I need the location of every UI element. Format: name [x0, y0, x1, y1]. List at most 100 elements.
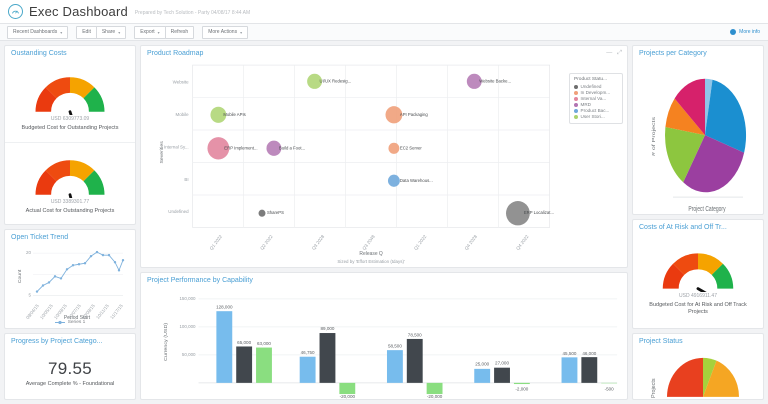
svg-text:89,000: 89,000: [321, 326, 335, 332]
svg-text:Mobile: Mobile: [175, 112, 189, 117]
project-performance-body[interactable]: 150,000 100,000 50,000 Currency (USD) 12…: [141, 286, 627, 399]
svg-text:-500: -500: [605, 386, 614, 392]
legend-marker-icon: [54, 320, 65, 325]
svg-text:-2,000: -2,000: [515, 386, 528, 392]
svg-text:45,500: 45,500: [563, 351, 577, 357]
legend-swatch: [574, 102, 578, 107]
legend-item[interactable]: Undefined: [574, 84, 618, 89]
edit-button[interactable]: Edit: [76, 25, 97, 39]
svg-text:API Packaging: API Packaging: [400, 112, 428, 117]
left-column: Oustanding Costs: [4, 45, 136, 400]
svg-text:ERP Implement...: ERP Implement...: [224, 145, 257, 150]
legend-swatch: [574, 108, 578, 113]
svg-text:09/04/15: 09/04/15: [25, 303, 40, 320]
svg-text:Website: Website: [173, 79, 189, 84]
projects-per-category-body[interactable]: # of Projects Project Category: [633, 59, 763, 214]
legend-item[interactable]: User Stori...: [574, 114, 618, 119]
gauge-value: USD 3389301.77: [50, 199, 90, 206]
svg-text:25,000: 25,000: [475, 361, 489, 367]
svg-text:Build a Foot...: Build a Foot...: [279, 145, 305, 150]
card-title-project-status: Project Status: [639, 338, 683, 345]
export-label: Export: [140, 28, 155, 35]
toolbar-group-recent: Recent Dashboards ▾: [7, 25, 69, 39]
project-status-body[interactable]: Projects: [633, 347, 763, 399]
open-ticket-trend-body[interactable]: 20 5 Count 09/04/15: [5, 243, 135, 328]
legend-swatch: [574, 84, 578, 89]
gauge-caption: Actual Cost for Outstanding Projects: [25, 208, 115, 215]
edit-label: Edit: [82, 28, 91, 35]
card-open-ticket-trend: Open Ticket Trend 20 5 Count: [4, 229, 136, 329]
roadmap-legend: Product Statu... Undefined In Developm..…: [569, 73, 623, 124]
svg-text:Data Warehous...: Data Warehous...: [400, 178, 433, 183]
card-progress-by-category: Progress by Project Catego... 79.55 Aver…: [4, 333, 136, 400]
more-actions-button[interactable]: More Actions ▾: [202, 25, 249, 39]
card-title-product-roadmap: Product Roadmap: [147, 50, 204, 57]
legend-label: MRD: [580, 102, 591, 107]
right-column: Projects per Category # of Projects: [632, 45, 764, 400]
chevron-down-icon: ▾: [60, 29, 63, 35]
share-button[interactable]: Share ▾: [95, 25, 127, 39]
gauge-actual-outstanding[interactable]: USD 3389301.77 Actual Cost for Outstandi…: [5, 141, 135, 225]
legend-item[interactable]: Product Bac...: [574, 108, 618, 113]
card-projects-per-category: Projects per Category # of Projects: [632, 45, 764, 215]
export-button[interactable]: Export ▾: [134, 25, 166, 39]
svg-text:10/05/15: 10/05/15: [39, 303, 54, 320]
at-risk-costs-body[interactable]: USD 4916911.47 Budgeted Cost for At Risk…: [633, 233, 763, 328]
gauge-value: USD 6309773.09: [50, 115, 90, 122]
kpi-value: 79.55: [47, 359, 93, 378]
middle-column: Product Roadmap — ⤢: [140, 45, 628, 400]
pie-chart: Projects: [651, 357, 739, 398]
kpi-caption: Average Complete % - Foundational: [25, 381, 115, 387]
gauge-budgeted-outstanding[interactable]: USD 6309773.09 Budgeted Cost for Outstan…: [5, 59, 135, 142]
svg-text:58,500: 58,500: [388, 343, 402, 349]
legend-label: Internal Va...: [580, 96, 607, 101]
svg-text:UI/UX Redesig...: UI/UX Redesig...: [320, 78, 352, 83]
minimize-icon[interactable]: —: [606, 50, 613, 56]
svg-text:Q1 2022: Q1 2022: [209, 234, 224, 251]
svg-text:150,000: 150,000: [179, 296, 195, 301]
product-roadmap-body[interactable]: Website Mobile Internal Sy... BI Undefin…: [141, 59, 627, 267]
card-title-progress: Progress by Project Catego...: [11, 338, 103, 345]
svg-text:11/17/15: 11/17/15: [109, 303, 124, 320]
svg-text:Severities: Severities: [159, 141, 165, 164]
more-info-link[interactable]: More info: [730, 29, 760, 35]
card-outstanding-costs: Oustanding Costs: [4, 45, 136, 225]
svg-text:63,000: 63,000: [257, 341, 271, 347]
svg-text:Release Q: Release Q: [359, 251, 382, 257]
svg-text:ERP Localizat...: ERP Localizat...: [524, 210, 554, 215]
chevron-down-icon: ▾: [118, 29, 121, 35]
legend-swatch: [574, 96, 578, 101]
svg-text:46,750: 46,750: [301, 350, 315, 356]
legend-item[interactable]: MRD: [574, 102, 618, 107]
bubble-group: UI/UX Redesig... Website Backe... Mobile…: [207, 73, 554, 226]
progress-body[interactable]: 79.55 Average Complete % - Foundational: [5, 347, 135, 399]
page-subtitle: Prepared by Tech Solution - Party 04/08/…: [134, 10, 251, 16]
svg-text:46,000: 46,000: [582, 351, 596, 357]
svg-text:10/11/15: 10/11/15: [95, 303, 110, 320]
card-project-performance: Project Performance by Capability 150,00…: [140, 272, 628, 400]
legend-item[interactable]: Internal Va...: [574, 96, 618, 101]
toolbar-group-more: More Actions ▾: [202, 25, 249, 39]
expand-icon[interactable]: ⤢: [617, 50, 622, 56]
refresh-label: Refresh: [170, 28, 189, 35]
legend-item[interactable]: In Developm...: [574, 90, 618, 95]
svg-text:Website Backe...: Website Backe...: [479, 78, 511, 83]
legend-title: Product Statu...: [574, 77, 608, 82]
recent-dashboards-button[interactable]: Recent Dashboards ▾: [7, 25, 69, 39]
svg-text:78,500: 78,500: [408, 332, 422, 338]
svg-text:Projects: Projects: [651, 378, 657, 398]
svg-text:Sized by 'Effort Estimation (t: Sized by 'Effort Estimation (tdays)': [337, 259, 405, 264]
line-chart: 20 5 Count 09/04/15: [17, 250, 125, 321]
chevron-down-icon: ▾: [240, 29, 243, 35]
chevron-down-icon: ▾: [157, 29, 160, 35]
pie-chart: # of Projects Project Category: [651, 78, 747, 213]
card-title-at-risk-costs: Costs of At Risk and Off Tr...: [639, 224, 727, 231]
svg-text:20: 20: [26, 250, 31, 255]
refresh-button[interactable]: Refresh: [164, 25, 195, 39]
svg-text:Q4 2022: Q4 2022: [515, 234, 530, 251]
toolbar-group-export: Export ▾ Refresh: [134, 25, 195, 39]
more-actions-label: More Actions: [208, 28, 238, 35]
chart-legend: Series 1: [5, 320, 135, 325]
app-header: Exec Dashboard Prepared by Tech Solution…: [0, 0, 768, 24]
